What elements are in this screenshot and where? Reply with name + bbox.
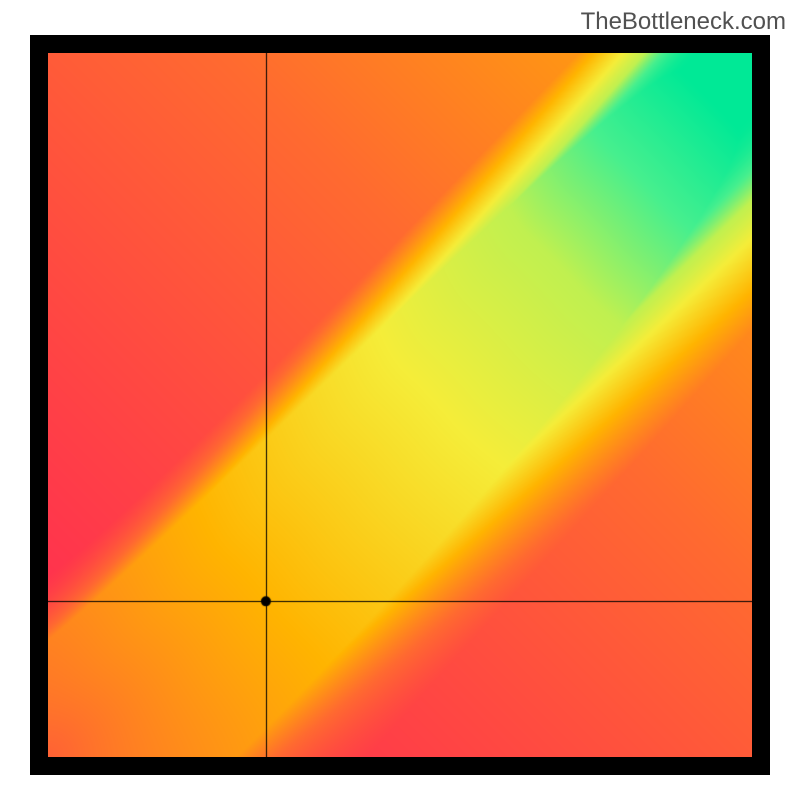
heatmap-canvas bbox=[48, 53, 752, 757]
chart-frame bbox=[30, 35, 770, 775]
watermark-text: TheBottleneck.com bbox=[581, 8, 786, 36]
